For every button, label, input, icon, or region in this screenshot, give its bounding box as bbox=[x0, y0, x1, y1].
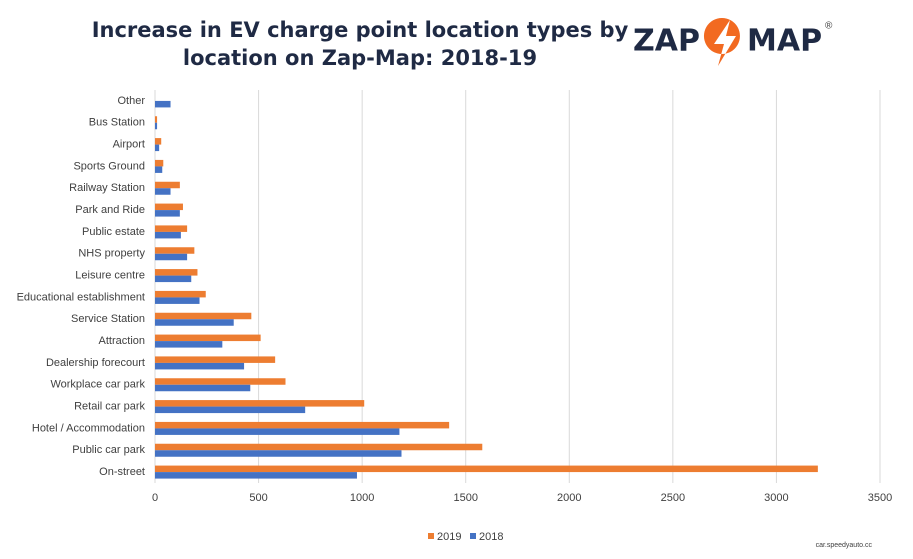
y-tick-label: Leisure centre bbox=[75, 269, 145, 281]
bar bbox=[155, 253, 188, 261]
bar bbox=[155, 428, 400, 435]
bar bbox=[155, 247, 195, 254]
x-tick-label: 2000 bbox=[557, 492, 581, 504]
bar bbox=[155, 231, 181, 239]
bar bbox=[155, 138, 162, 145]
source: car.speedyauto.cc bbox=[816, 542, 873, 549]
x-tick-label: 3000 bbox=[764, 492, 788, 504]
bar bbox=[155, 356, 276, 363]
bar bbox=[155, 297, 200, 304]
bar bbox=[155, 203, 183, 211]
y-tick-label: Educational establishment bbox=[17, 291, 145, 303]
bar bbox=[155, 312, 252, 320]
legend-swatch bbox=[428, 533, 434, 539]
y-tick-label: Airport bbox=[113, 138, 145, 150]
y-tick-label: Workplace car park bbox=[50, 379, 145, 391]
x-tick-label: 1000 bbox=[350, 492, 374, 504]
bar bbox=[155, 210, 180, 217]
y-tick-label: Sports Ground bbox=[73, 160, 145, 172]
chart-title: Increase in EV charge point location typ… bbox=[92, 18, 629, 42]
x-tick-label: 3500 bbox=[868, 492, 892, 504]
y-tick-label: Railway Station bbox=[69, 182, 145, 194]
x-tick-label: 0 bbox=[152, 492, 158, 504]
x-tick-label: 500 bbox=[249, 492, 267, 504]
logo-mark: ® bbox=[825, 21, 833, 32]
y-tick-label: Service Station bbox=[71, 313, 145, 325]
bar bbox=[155, 275, 192, 283]
y-tick-label: Bus Station bbox=[89, 117, 145, 129]
y-tick-label: Attraction bbox=[99, 335, 145, 347]
bar bbox=[155, 144, 160, 152]
bar bbox=[155, 181, 180, 189]
bar bbox=[155, 100, 171, 108]
bar bbox=[155, 159, 164, 167]
bar bbox=[155, 443, 483, 451]
bar bbox=[155, 334, 261, 342]
legend-label: 2018 bbox=[479, 531, 503, 543]
y-tick-label: Park and Ride bbox=[75, 204, 145, 216]
logo-icon bbox=[703, 18, 740, 66]
logo-text: MAP bbox=[747, 24, 822, 59]
legend-swatch bbox=[470, 533, 476, 539]
bar bbox=[155, 465, 818, 473]
bar bbox=[155, 421, 450, 429]
chart-title: location on Zap-Map: 2018-19 bbox=[183, 46, 537, 70]
logo-text: ZAP bbox=[633, 24, 700, 59]
bar bbox=[155, 225, 188, 232]
y-tick-label: Retail car park bbox=[74, 400, 145, 412]
x-tick-label: 1500 bbox=[453, 492, 477, 504]
bar bbox=[155, 406, 306, 414]
legend-label: 2019 bbox=[437, 531, 461, 543]
bar bbox=[155, 472, 357, 479]
x-tick-label: 2500 bbox=[661, 492, 685, 504]
y-tick-label: Dealership forecourt bbox=[46, 357, 145, 369]
bar bbox=[155, 362, 245, 370]
y-tick-label: On-street bbox=[99, 466, 145, 478]
bar bbox=[155, 319, 234, 326]
bar bbox=[155, 188, 171, 195]
bar bbox=[155, 450, 402, 457]
bar bbox=[155, 400, 365, 407]
y-tick-label: Public estate bbox=[82, 226, 145, 238]
bar bbox=[155, 269, 198, 276]
bar bbox=[155, 116, 158, 123]
y-tick-label: Other bbox=[117, 95, 145, 107]
bar bbox=[155, 166, 163, 173]
bar bbox=[155, 378, 286, 385]
bar bbox=[155, 384, 251, 392]
bar bbox=[155, 341, 223, 348]
bar bbox=[155, 122, 158, 130]
y-tick-label: Hotel / Accommodation bbox=[32, 422, 145, 434]
y-tick-label: NHS property bbox=[78, 248, 145, 260]
bar bbox=[155, 290, 206, 298]
y-tick-label: Public car park bbox=[72, 444, 145, 456]
